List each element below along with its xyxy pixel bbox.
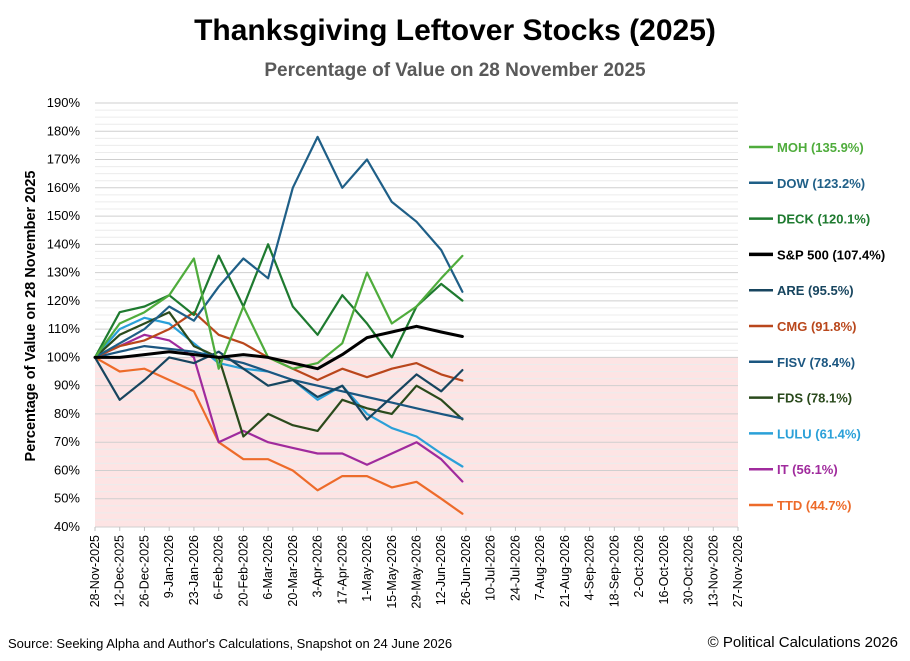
x-tick-label: 17-Apr-2026 <box>335 535 349 605</box>
y-tick-label: 70% <box>54 434 80 449</box>
x-tick-label: 18-Sep-2026 <box>607 535 621 607</box>
x-tick-label: 20-Feb-2026 <box>236 535 250 607</box>
copyright-note: © Political Calculations 2026 <box>707 634 898 651</box>
y-tick-label: 40% <box>54 519 80 534</box>
y-tick-label: 160% <box>47 180 81 195</box>
y-tick-label: 170% <box>47 152 81 167</box>
legend-label: IT (56.1%) <box>777 462 838 477</box>
y-tick-label: 150% <box>47 208 81 223</box>
y-tick-label: 50% <box>54 491 80 506</box>
x-tick-label: 12-Dec-2025 <box>113 535 127 607</box>
legend-label: FDS (78.1%) <box>777 391 852 406</box>
x-tick-label: 29-May-2026 <box>410 535 424 609</box>
x-tick-label: 4-Sep-2026 <box>583 535 597 600</box>
legend-label: MOH (135.9%) <box>777 140 864 155</box>
legend: MOH (135.9%) DOW (123.2%) DECK (120.1%) S&P… <box>749 140 885 513</box>
y-tick-label: 140% <box>47 236 81 251</box>
x-tick-label: 24-Jul-2026 <box>508 535 522 601</box>
series-line-dow <box>93 135 464 359</box>
legend-label: LULU (61.4%) <box>777 426 861 441</box>
y-tick-label: 120% <box>47 293 81 308</box>
x-tick-label: 10-Jul-2026 <box>484 535 498 601</box>
y-tick-label: 130% <box>47 265 81 280</box>
series-line-ttd <box>93 356 464 515</box>
y-tick-label: 80% <box>54 406 80 421</box>
x-tick-label: 6-Mar-2026 <box>261 535 275 600</box>
chart-subtitle: Percentage of Value on 28 November 2025 <box>264 60 646 81</box>
series-lines <box>93 135 464 515</box>
source-note: Source: Seeking Alpha and Author's Calcu… <box>8 636 453 651</box>
x-tick-label: 1-May-2026 <box>360 535 374 602</box>
legend-label: DECK (120.1%) <box>777 212 870 227</box>
x-tick-label: 23-Jan-2026 <box>187 535 201 605</box>
y-tick-label: 180% <box>47 123 81 138</box>
y-tick-label: 60% <box>54 462 80 477</box>
x-tick-label: 3-Apr-2026 <box>311 535 325 598</box>
x-tick-label: 13-Nov-2026 <box>706 535 720 607</box>
x-tick-label: 28-Nov-2025 <box>88 535 102 607</box>
legend-label: S&P 500 (107.4%) <box>777 247 885 262</box>
y-tick-label: 110% <box>48 321 81 336</box>
series-line-fisv <box>93 345 464 420</box>
x-axis-ticks: 28-Nov-2025 12-Dec-2025 26-Dec-2025 9-Jan-2… <box>88 527 745 609</box>
x-tick-label: 21-Aug-2026 <box>558 535 572 607</box>
x-tick-label: 15-May-2026 <box>385 535 399 609</box>
legend-label: ARE (95.5%) <box>777 283 854 298</box>
x-tick-label: 9-Jan-2026 <box>162 535 176 598</box>
y-tick-label: 190% <box>47 95 81 110</box>
x-tick-label: 6-Feb-2026 <box>212 535 226 600</box>
x-tick-label: 7-Aug-2026 <box>533 535 547 600</box>
y-tick-label: 90% <box>54 378 80 393</box>
x-tick-label: 26-Jun-2026 <box>459 535 473 605</box>
x-tick-label: 20-Mar-2026 <box>286 535 300 607</box>
series-line-sp <box>93 324 464 371</box>
x-tick-label: 2-Oct-2026 <box>632 535 646 598</box>
series-line-are <box>93 350 464 421</box>
legend-label: DOW (123.2%) <box>777 176 865 191</box>
y-tick-label: 100% <box>47 349 81 364</box>
legend-label: FISV (78.4%) <box>777 355 855 370</box>
series-line-moh <box>93 254 464 370</box>
x-tick-label: 26-Dec-2025 <box>137 535 151 607</box>
chart-title: Thanksgiving Leftover Stocks (2025) <box>194 14 716 47</box>
x-tick-label: 12-Jun-2026 <box>434 535 448 605</box>
legend-label: TTD (44.7%) <box>777 498 851 513</box>
legend-label: CMG (91.8%) <box>777 319 856 334</box>
x-tick-label: 16-Oct-2026 <box>657 535 671 605</box>
series-line-it <box>93 333 464 483</box>
y-axis-label: Percentage of Value on 28 November 2025 <box>23 171 39 462</box>
y-axis-ticks: 40% 50% 60% 70% 80% 90% 100% 110% 120% 130% 140% 15… <box>47 95 81 534</box>
series-line-deck <box>93 243 464 359</box>
x-tick-label: 27-Nov-2026 <box>731 535 745 607</box>
x-tick-label: 30-Oct-2026 <box>682 535 696 605</box>
